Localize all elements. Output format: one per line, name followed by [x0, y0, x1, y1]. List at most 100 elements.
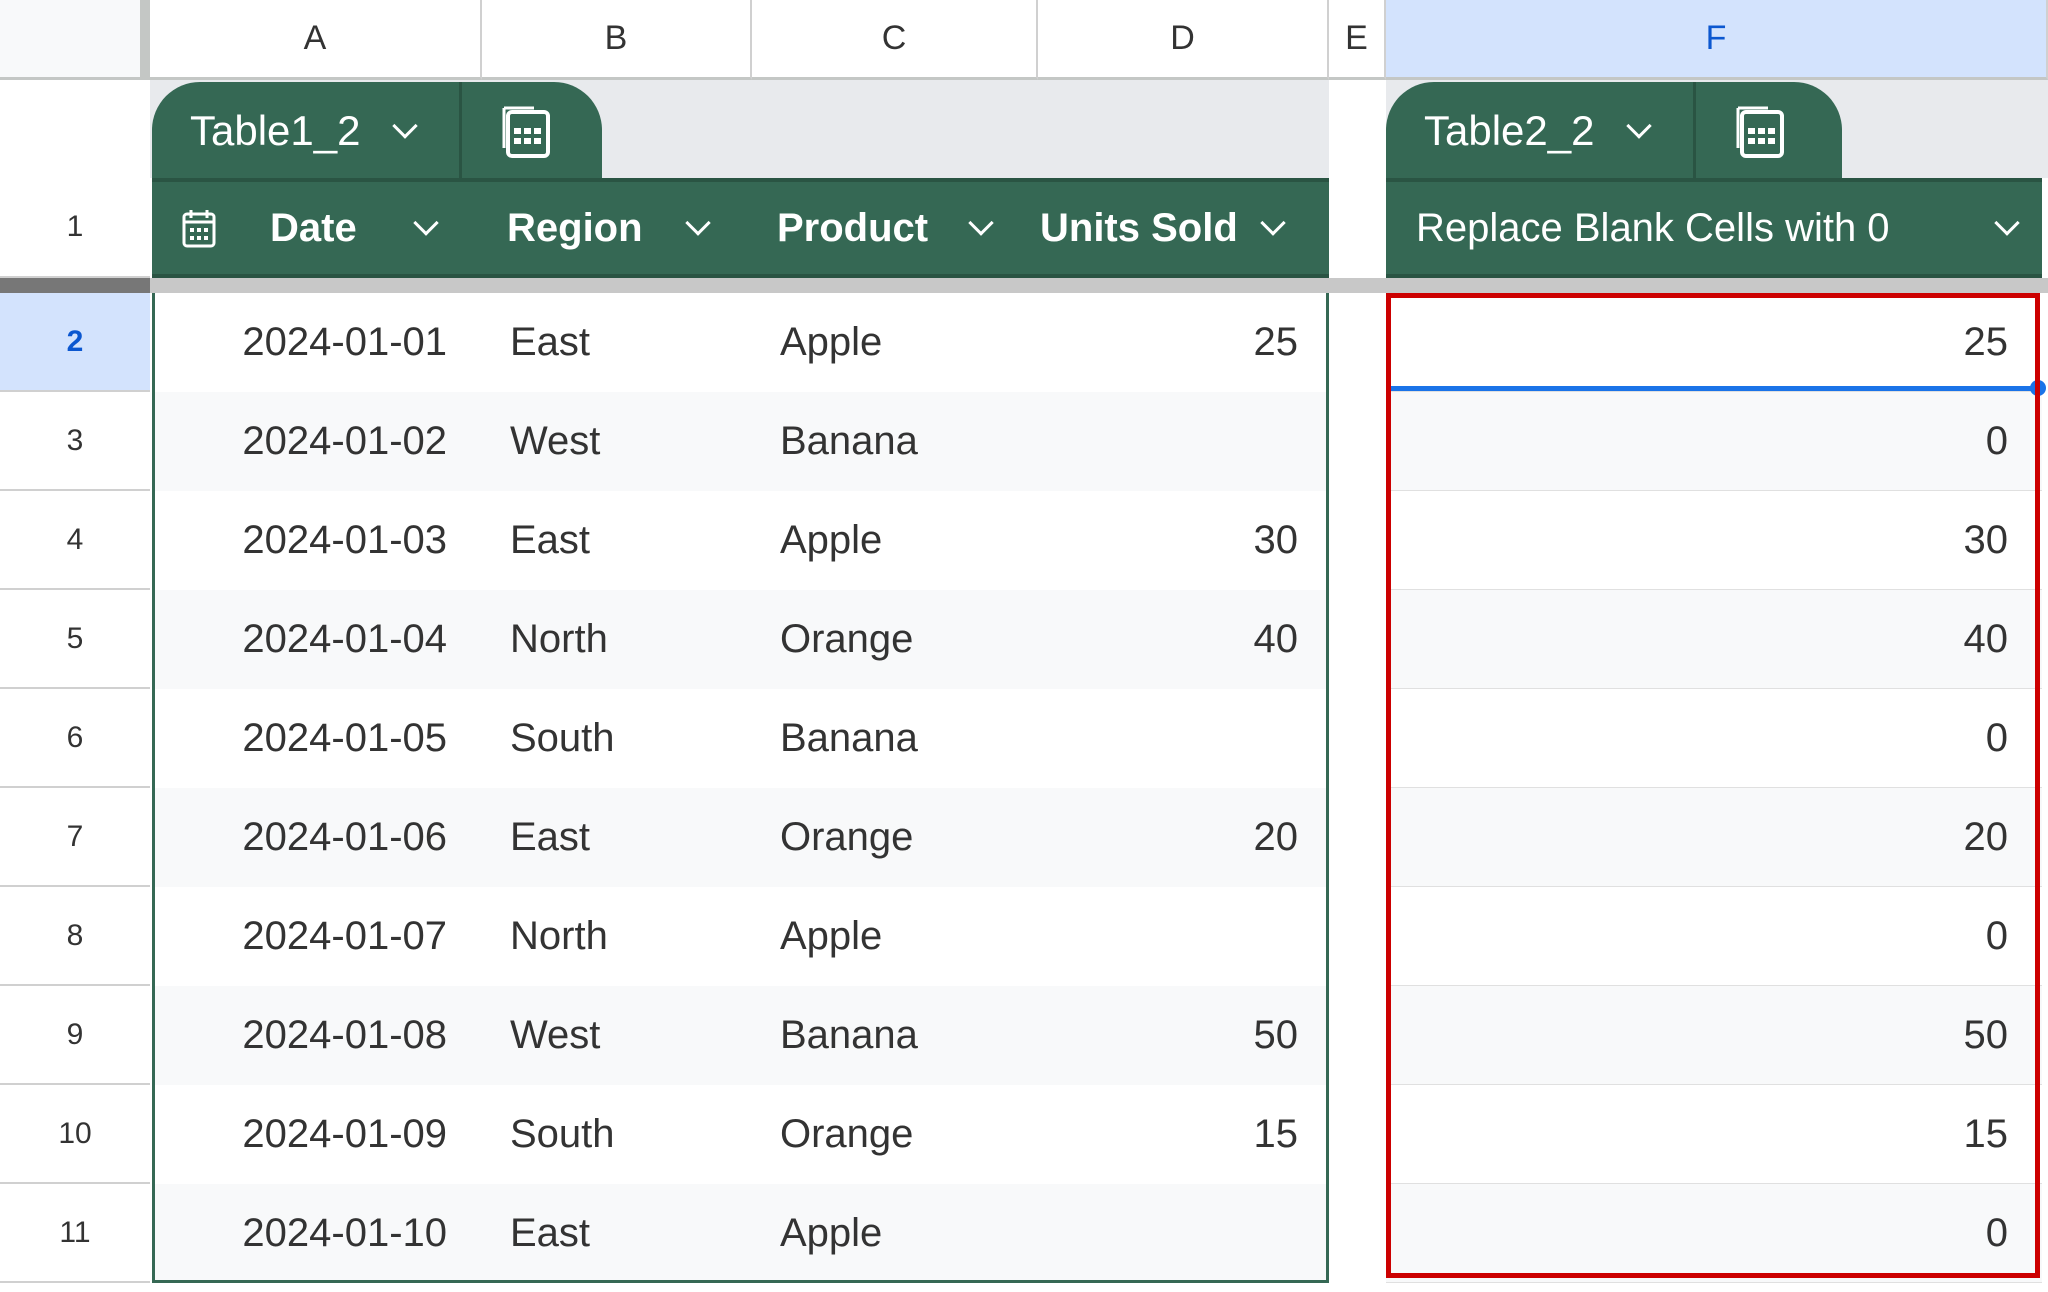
column-header-c[interactable]: C — [752, 0, 1038, 80]
product-cell[interactable]: Apple — [780, 320, 883, 364]
header-replace-blank[interactable]: Replace Blank Cells with 0 — [1416, 182, 2020, 274]
chevron-down-icon[interactable] — [1260, 210, 1286, 236]
region-cell[interactable]: West — [510, 419, 601, 463]
header-label: Replace Blank Cells with 0 — [1416, 205, 1890, 250]
product-cell[interactable]: Banana — [780, 716, 918, 760]
region-cell[interactable]: East — [510, 1211, 591, 1255]
row-header-4[interactable]: 4 — [0, 491, 150, 590]
units-sold-cell[interactable]: 40 — [1253, 617, 1299, 661]
product-cell[interactable]: Orange — [780, 617, 914, 661]
table1-row: 2024-01-01 East Apple 25 — [155, 293, 1326, 392]
header-region[interactable]: Region — [507, 182, 711, 274]
header-label: Region — [507, 205, 643, 250]
header-units-sold[interactable]: Units Sold — [1040, 182, 1286, 274]
product-cell[interactable]: Banana — [780, 419, 918, 463]
table-calculator-button[interactable] — [462, 82, 590, 180]
date-cell[interactable]: 2024-01-03 — [242, 518, 447, 562]
units-sold-cell[interactable]: 15 — [1253, 1112, 1299, 1156]
table1-name-button[interactable]: Table1_2 — [152, 82, 462, 180]
table2-row: 15 — [1386, 1085, 2042, 1184]
cell-selection-bar — [1388, 386, 2040, 391]
units-sold-cell[interactable]: 20 — [1253, 815, 1299, 859]
header-date[interactable]: Date — [270, 182, 600, 274]
date-cell[interactable]: 2024-01-10 — [242, 1211, 447, 1255]
units-sold-cell[interactable]: 30 — [1253, 518, 1299, 562]
region-cell[interactable]: East — [510, 518, 591, 562]
selection-fill-handle[interactable] — [2030, 380, 2046, 396]
region-cell[interactable]: South — [510, 1112, 615, 1156]
freeze-handle[interactable] — [0, 278, 150, 293]
units-sold-cell[interactable]: 50 — [1253, 1013, 1299, 1057]
column-header-f[interactable]: F — [1386, 0, 2048, 80]
header-product[interactable]: Product — [777, 182, 994, 274]
header-label: Units Sold — [1040, 205, 1238, 250]
chevron-down-icon[interactable] — [412, 210, 439, 236]
row-header-3[interactable]: 3 — [0, 392, 150, 491]
column-header-a[interactable]: A — [150, 0, 482, 80]
date-cell[interactable]: 2024-01-01 — [242, 320, 447, 364]
row-header-6[interactable]: 6 — [0, 689, 150, 788]
units-sold-cell[interactable]: 25 — [1253, 320, 1299, 364]
product-cell[interactable]: Apple — [780, 518, 883, 562]
date-cell[interactable]: 2024-01-07 — [242, 914, 447, 958]
product-cell[interactable]: Apple — [780, 1211, 883, 1255]
table1-row: 2024-01-10 East Apple — [155, 1184, 1326, 1283]
column-header-b[interactable]: B — [482, 0, 752, 80]
replace-blank-cell[interactable]: 20 — [1963, 814, 2009, 859]
region-cell[interactable]: East — [510, 815, 591, 859]
column-header-d[interactable]: D — [1038, 0, 1329, 80]
table2-tab[interactable]: Table2_2 — [1386, 82, 1842, 180]
replace-blank-cell[interactable]: 0 — [1985, 913, 2008, 958]
row-header-11[interactable]: 11 — [0, 1184, 150, 1283]
row-header-2[interactable]: 2 — [0, 293, 150, 392]
chevron-down-icon[interactable] — [1994, 210, 2020, 236]
column-header-e[interactable]: E — [1329, 0, 1386, 80]
date-cell[interactable]: 2024-01-06 — [242, 815, 447, 859]
freeze-divider[interactable] — [150, 278, 2048, 293]
replace-blank-cell[interactable]: 15 — [1963, 1111, 2009, 1156]
replace-blank-cell[interactable]: 50 — [1963, 1012, 2009, 1057]
table2-row: 25 — [1386, 293, 2042, 392]
table2-header-row: Replace Blank Cells with 0 — [1386, 178, 2042, 278]
table1-tab[interactable]: Table1_2 — [152, 82, 602, 180]
replace-blank-cell[interactable]: 30 — [1963, 517, 2009, 562]
product-cell[interactable]: Orange — [780, 815, 914, 859]
chevron-down-icon — [392, 113, 419, 139]
date-cell[interactable]: 2024-01-05 — [242, 716, 447, 760]
product-cell[interactable]: Apple — [780, 914, 883, 958]
calculator-icon — [1736, 106, 1784, 158]
row-header-7[interactable]: 7 — [0, 788, 150, 887]
table2-row: 40 — [1386, 590, 2042, 689]
column-e-gap — [1329, 80, 1386, 1292]
date-cell[interactable]: 2024-01-04 — [242, 617, 447, 661]
replace-blank-cell[interactable]: 40 — [1963, 616, 2009, 661]
row-header-1[interactable]: 1 — [0, 178, 150, 278]
table2-row: 0 — [1386, 887, 2042, 986]
date-cell[interactable]: 2024-01-09 — [242, 1112, 447, 1156]
table1-row: 2024-01-09 South Orange 15 — [155, 1085, 1326, 1184]
row-header-9[interactable]: 9 — [0, 986, 150, 1085]
region-cell[interactable]: South — [510, 716, 615, 760]
table2-name-button[interactable]: Table2_2 — [1386, 82, 1696, 180]
row-header-8[interactable]: 8 — [0, 887, 150, 986]
row-header-5[interactable]: 5 — [0, 590, 150, 689]
header-label: Date — [270, 205, 357, 250]
chevron-down-icon[interactable] — [968, 210, 994, 236]
product-cell[interactable]: Orange — [780, 1112, 914, 1156]
product-cell[interactable]: Banana — [780, 1013, 918, 1057]
chevron-down-icon[interactable] — [684, 210, 711, 236]
replace-blank-cell[interactable]: 0 — [1985, 1210, 2008, 1255]
region-cell[interactable]: East — [510, 320, 591, 364]
date-cell[interactable]: 2024-01-08 — [242, 1013, 447, 1057]
region-cell[interactable]: North — [510, 914, 608, 958]
table1-row: 2024-01-04 North Orange 40 — [155, 590, 1326, 689]
select-all-corner[interactable] — [0, 0, 150, 80]
replace-blank-cell[interactable]: 0 — [1985, 418, 2008, 463]
replace-blank-cell[interactable]: 0 — [1985, 715, 2008, 760]
table-calculator-button[interactable] — [1696, 82, 1824, 180]
replace-blank-cell[interactable]: 25 — [1963, 319, 2009, 364]
region-cell[interactable]: North — [510, 617, 608, 661]
row-header-10[interactable]: 10 — [0, 1085, 150, 1184]
date-cell[interactable]: 2024-01-02 — [242, 419, 447, 463]
region-cell[interactable]: West — [510, 1013, 601, 1057]
